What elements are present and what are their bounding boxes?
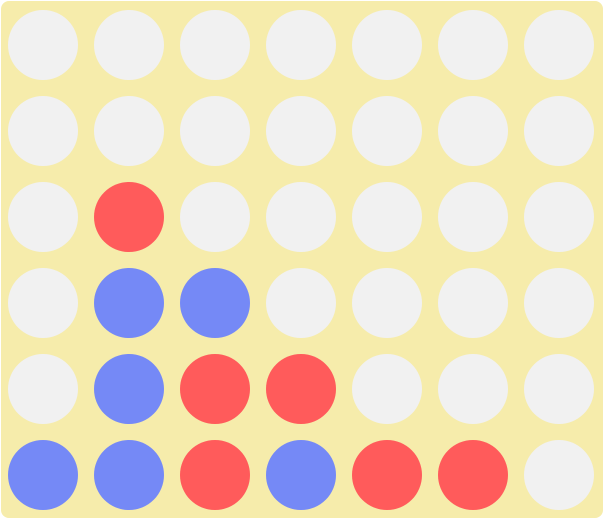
cell-r6-c4-blue[interactable] [266, 440, 336, 510]
cell-r2-c7-empty[interactable] [524, 96, 594, 166]
cell-r5-c3-red[interactable] [180, 354, 250, 424]
cell-r4-c5-empty[interactable] [352, 268, 422, 338]
cell-r2-c3-empty[interactable] [180, 96, 250, 166]
cell-r2-c5-empty[interactable] [352, 96, 422, 166]
cell-r2-c2-empty[interactable] [94, 96, 164, 166]
cell-r2-c1-empty[interactable] [8, 96, 78, 166]
cell-r4-c3-blue[interactable] [180, 268, 250, 338]
cell-r1-c3-empty[interactable] [180, 10, 250, 80]
cell-r4-c6-empty[interactable] [438, 268, 508, 338]
cell-r3-c1-empty[interactable] [8, 182, 78, 252]
cell-r5-c2-blue[interactable] [94, 354, 164, 424]
cell-r4-c7-empty[interactable] [524, 268, 594, 338]
cell-r5-c1-empty[interactable] [8, 354, 78, 424]
cell-r5-c5-empty[interactable] [352, 354, 422, 424]
cell-r6-c1-blue[interactable] [8, 440, 78, 510]
cell-r2-c4-empty[interactable] [266, 96, 336, 166]
cell-r4-c1-empty[interactable] [8, 268, 78, 338]
cell-r3-c3-empty[interactable] [180, 182, 250, 252]
cell-r3-c6-empty[interactable] [438, 182, 508, 252]
cell-r1-c7-empty[interactable] [524, 10, 594, 80]
cell-r1-c4-empty[interactable] [266, 10, 336, 80]
cell-r3-c2-red[interactable] [94, 182, 164, 252]
cell-r1-c5-empty[interactable] [352, 10, 422, 80]
cell-r6-c6-red[interactable] [438, 440, 508, 510]
cell-r5-c6-empty[interactable] [438, 354, 508, 424]
cell-r6-c5-red[interactable] [352, 440, 422, 510]
cell-r4-c4-empty[interactable] [266, 268, 336, 338]
cell-r5-c7-empty[interactable] [524, 354, 594, 424]
cell-r1-c2-empty[interactable] [94, 10, 164, 80]
cell-r1-c6-empty[interactable] [438, 10, 508, 80]
cell-r4-c2-blue[interactable] [94, 268, 164, 338]
cell-r6-c7-empty[interactable] [524, 440, 594, 510]
cell-r1-c1-empty[interactable] [8, 10, 78, 80]
cell-r6-c2-blue[interactable] [94, 440, 164, 510]
cell-r5-c4-red[interactable] [266, 354, 336, 424]
cell-r6-c3-red[interactable] [180, 440, 250, 510]
cell-r2-c6-empty[interactable] [438, 96, 508, 166]
cell-r3-c4-empty[interactable] [266, 182, 336, 252]
cell-r3-c5-empty[interactable] [352, 182, 422, 252]
cell-r3-c7-empty[interactable] [524, 182, 594, 252]
